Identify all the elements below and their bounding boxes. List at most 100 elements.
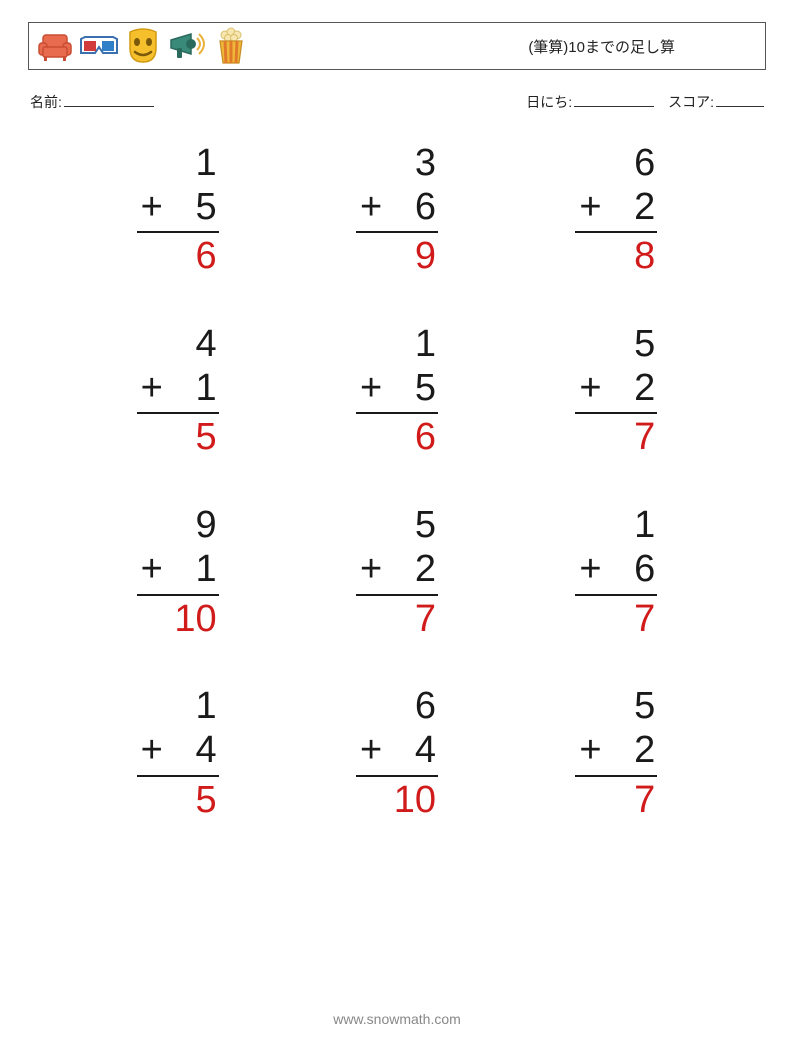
worksheet-title: (筆算)10までの足し算 xyxy=(528,36,755,57)
addend-bottom: 2 xyxy=(634,367,655,411)
answer: 9 xyxy=(356,233,438,279)
addend-top: 4 xyxy=(137,323,219,367)
problem: 1+67 xyxy=(507,504,726,641)
addend-top: 6 xyxy=(575,142,657,186)
addend-bottom: 4 xyxy=(415,729,436,773)
plus-sign: + xyxy=(356,186,382,230)
plus-sign: + xyxy=(356,729,382,773)
problem: 5+27 xyxy=(287,504,506,641)
popcorn-icon xyxy=(211,26,251,66)
info-row: 名前: 日にち: スコア: xyxy=(28,92,766,112)
addend-bottom: 5 xyxy=(415,367,436,411)
plus-sign: + xyxy=(137,548,163,592)
megaphone-icon xyxy=(167,26,207,66)
glasses-3d-icon xyxy=(79,26,119,66)
problem-inner: 1+56 xyxy=(356,323,438,460)
addend-row: +1 xyxy=(137,548,219,596)
problem-inner: 5+27 xyxy=(575,323,657,460)
name-field: 名前: xyxy=(30,92,154,112)
addend-bottom: 4 xyxy=(196,729,217,773)
problem: 5+27 xyxy=(507,323,726,460)
addend-bottom: 6 xyxy=(415,186,436,230)
plus-sign: + xyxy=(137,186,163,230)
addend-row: +2 xyxy=(575,186,657,234)
date-field: 日にち: xyxy=(526,92,654,112)
addend-top: 5 xyxy=(575,685,657,729)
addend-bottom: 2 xyxy=(415,548,436,592)
plus-sign: + xyxy=(575,729,601,773)
addend-top: 3 xyxy=(356,142,438,186)
addend-bottom: 5 xyxy=(196,186,217,230)
plus-sign: + xyxy=(356,548,382,592)
problem-inner: 4+15 xyxy=(137,323,219,460)
addend-top: 6 xyxy=(356,685,438,729)
addend-row: +1 xyxy=(137,367,219,415)
problem: 5+27 xyxy=(507,685,726,822)
header-icons xyxy=(35,26,251,66)
answer: 6 xyxy=(356,414,438,460)
addend-row: +6 xyxy=(575,548,657,596)
problem-inner: 1+67 xyxy=(575,504,657,641)
plus-sign: + xyxy=(575,186,601,230)
plus-sign: + xyxy=(575,367,601,411)
problem: 1+56 xyxy=(68,142,287,279)
date-blank xyxy=(574,93,654,107)
problem: 1+56 xyxy=(287,323,506,460)
name-blank xyxy=(64,93,154,107)
addend-bottom: 2 xyxy=(634,729,655,773)
answer: 8 xyxy=(575,233,657,279)
answer: 6 xyxy=(137,233,219,279)
addend-top: 5 xyxy=(575,323,657,367)
addend-bottom: 2 xyxy=(634,186,655,230)
plus-sign: + xyxy=(356,367,382,411)
theater-mask-icon xyxy=(123,26,163,66)
addend-bottom: 1 xyxy=(196,548,217,592)
plus-sign: + xyxy=(575,548,601,592)
answer: 5 xyxy=(137,777,219,823)
problem: 9+110 xyxy=(68,504,287,641)
problem: 6+410 xyxy=(287,685,506,822)
header-box: (筆算)10までの足し算 xyxy=(28,22,766,70)
problem-inner: 9+110 xyxy=(137,504,219,641)
score-field: スコア: xyxy=(668,92,764,112)
addend-bottom: 1 xyxy=(196,367,217,411)
addend-row: +6 xyxy=(356,186,438,234)
problem-inner: 6+410 xyxy=(356,685,438,822)
addend-top: 5 xyxy=(356,504,438,548)
plus-sign: + xyxy=(137,367,163,411)
problem-inner: 6+28 xyxy=(575,142,657,279)
problem: 1+45 xyxy=(68,685,287,822)
problem-inner: 1+45 xyxy=(137,685,219,822)
score-label: スコア: xyxy=(668,94,714,110)
answer: 5 xyxy=(137,414,219,460)
addend-top: 1 xyxy=(137,142,219,186)
answer: 10 xyxy=(356,777,438,823)
addend-top: 1 xyxy=(356,323,438,367)
answer: 10 xyxy=(137,596,219,642)
addend-row: +2 xyxy=(575,367,657,415)
addend-top: 1 xyxy=(137,685,219,729)
answer: 7 xyxy=(575,414,657,460)
addend-row: +4 xyxy=(356,729,438,777)
addend-row: +2 xyxy=(575,729,657,777)
problem: 3+69 xyxy=(287,142,506,279)
problem: 6+28 xyxy=(507,142,726,279)
addend-bottom: 6 xyxy=(634,548,655,592)
sofa-icon xyxy=(35,26,75,66)
problems-grid: 1+563+696+284+151+565+279+1105+271+671+4… xyxy=(28,142,766,822)
answer: 7 xyxy=(356,596,438,642)
addend-top: 1 xyxy=(575,504,657,548)
addend-row: +4 xyxy=(137,729,219,777)
answer: 7 xyxy=(575,777,657,823)
answer: 7 xyxy=(575,596,657,642)
date-label: 日にち: xyxy=(526,94,572,110)
problem: 4+15 xyxy=(68,323,287,460)
plus-sign: + xyxy=(137,729,163,773)
problem-inner: 1+56 xyxy=(137,142,219,279)
name-label: 名前: xyxy=(30,94,62,110)
problem-inner: 5+27 xyxy=(356,504,438,641)
addend-row: +5 xyxy=(356,367,438,415)
score-blank xyxy=(716,93,764,107)
addend-top: 9 xyxy=(137,504,219,548)
footer-link: www.snowmath.com xyxy=(0,1011,794,1027)
